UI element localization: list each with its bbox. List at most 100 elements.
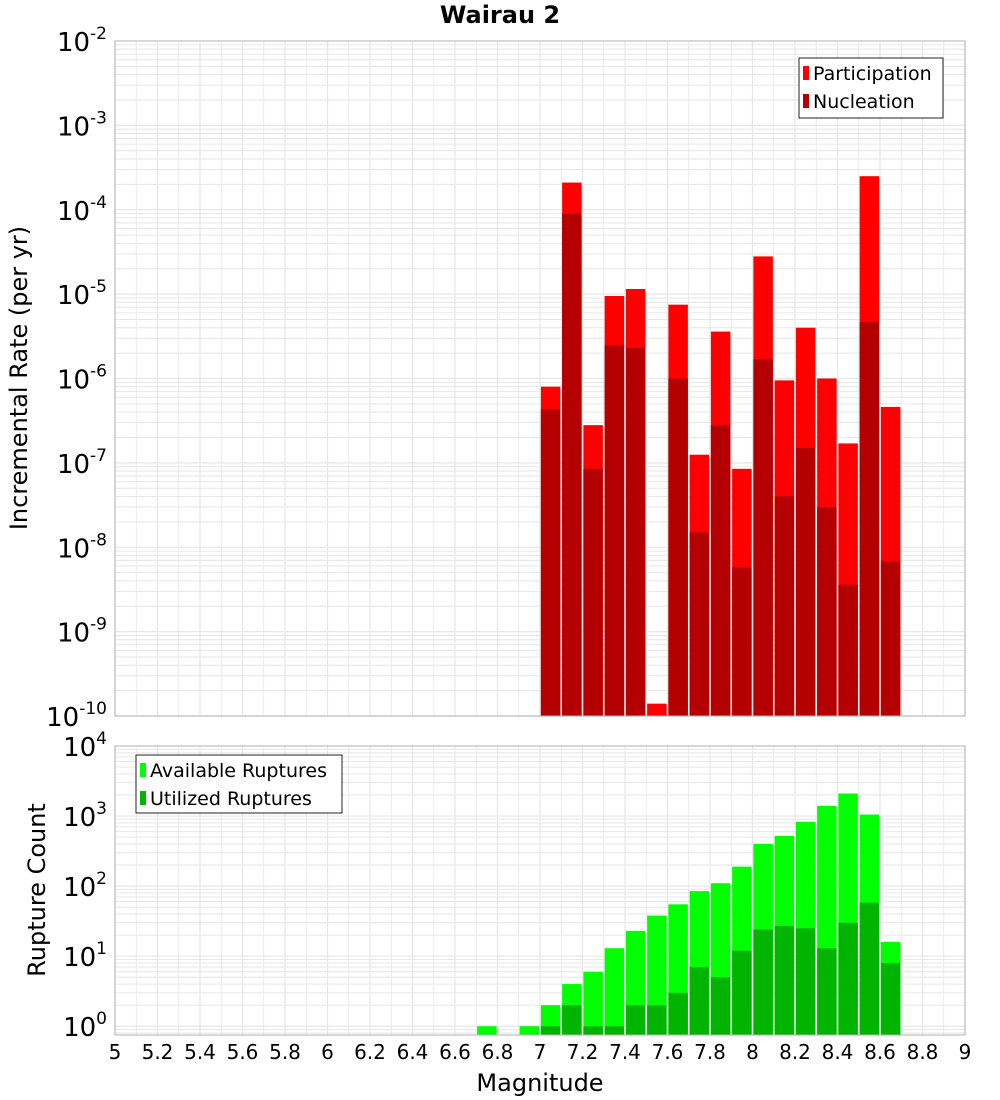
bottom-y-tick-label: 102 bbox=[63, 869, 107, 903]
participation-legend-swatch bbox=[803, 66, 809, 80]
nucleation-bar bbox=[583, 468, 603, 716]
utilized-ruptures-bar bbox=[838, 922, 858, 1035]
nucleation-bar bbox=[859, 321, 880, 716]
x-tick-label: 7.4 bbox=[609, 1040, 641, 1064]
x-tick-label: 6.2 bbox=[354, 1040, 386, 1064]
top-bars bbox=[540, 176, 901, 717]
tick-exponent: -8 bbox=[90, 530, 107, 550]
bottom-y-tick-label: 101 bbox=[63, 939, 107, 973]
tick-exponent: -4 bbox=[90, 193, 107, 213]
tick-exponent: -7 bbox=[90, 446, 107, 466]
nucleation-bar bbox=[817, 506, 837, 716]
bottom-y-tick-label: 100 bbox=[63, 1009, 107, 1043]
tick-base: 10 bbox=[63, 803, 96, 833]
x-tick-label: 5 bbox=[109, 1040, 122, 1064]
x-tick-label: 8.4 bbox=[822, 1040, 854, 1064]
bottom-legend-box bbox=[135, 754, 343, 814]
tick-base: 10 bbox=[57, 450, 90, 480]
top-y-tick-label: 10-7 bbox=[57, 446, 107, 480]
x-tick-label: 5.2 bbox=[142, 1040, 174, 1064]
tick-exponent: -3 bbox=[90, 108, 107, 128]
top-panel: 10-210-310-410-510-610-710-810-910-10 In… bbox=[5, 24, 966, 733]
nucleation-bar bbox=[838, 584, 858, 716]
x-tick-label: 7.6 bbox=[652, 1040, 684, 1064]
top-y-tick-label: 10-4 bbox=[57, 193, 107, 227]
tick-exponent: 0 bbox=[96, 1009, 107, 1029]
utilized-ruptures-bar bbox=[774, 925, 795, 1035]
bottom-plot-frame bbox=[114, 745, 966, 1036]
nucleation-bar bbox=[732, 567, 752, 716]
top-y-tick-label: 10-8 bbox=[57, 530, 107, 564]
nucleation-legend-swatch bbox=[803, 94, 809, 108]
utilized-ruptures-bar bbox=[562, 1005, 582, 1035]
utilized-ruptures-bar bbox=[817, 948, 837, 1035]
tick-base: 10 bbox=[57, 534, 90, 564]
utilized-ruptures-bar bbox=[604, 1026, 625, 1035]
tick-base: 10 bbox=[57, 619, 90, 649]
tick-base: 10 bbox=[63, 1013, 96, 1043]
x-tick-label: 8 bbox=[746, 1040, 759, 1064]
tick-exponent: 3 bbox=[96, 799, 107, 819]
available-legend-label: Available Ruptures bbox=[150, 760, 327, 782]
x-tick-label: 6 bbox=[321, 1040, 334, 1064]
utilized-ruptures-bar bbox=[540, 1026, 561, 1035]
participation-bar bbox=[647, 703, 667, 716]
x-tick-labels: 5 5.2 5.4 5.6 5.8 6 6.2 6.4 6.6 6.8 7 7.2 7.4 7.6 7.8 8… bbox=[109, 1040, 972, 1064]
tick-exponent: 4 bbox=[96, 729, 107, 749]
available-ruptures-bar bbox=[583, 971, 603, 1035]
top-y-tick-label: 10-5 bbox=[57, 277, 107, 311]
x-tick-label: 5.8 bbox=[269, 1040, 301, 1064]
nucleation-bar bbox=[668, 378, 688, 716]
nucleation-bar bbox=[540, 409, 561, 716]
x-tick-label: 8.2 bbox=[779, 1040, 811, 1064]
x-tick-label: 6.6 bbox=[439, 1040, 471, 1064]
utilized-ruptures-bar bbox=[753, 929, 773, 1035]
nucleation-bar bbox=[795, 448, 816, 716]
top-y-tick-label: 10-2 bbox=[57, 24, 107, 58]
tick-base: 10 bbox=[46, 703, 79, 733]
utilized-ruptures-bar bbox=[880, 962, 901, 1035]
tick-base: 10 bbox=[57, 112, 90, 142]
top-grid bbox=[114, 41, 966, 717]
bottom-y-tick-label: 103 bbox=[63, 799, 107, 833]
bottom-bars bbox=[477, 793, 901, 1035]
utilized-legend-label: Utilized Ruptures bbox=[150, 788, 312, 810]
nucleation-bar bbox=[689, 532, 710, 716]
tick-base: 10 bbox=[63, 943, 96, 973]
chart-title: Wairau 2 bbox=[440, 1, 560, 29]
utilized-ruptures-bar bbox=[859, 902, 880, 1035]
x-tick-label: 6.4 bbox=[397, 1040, 429, 1064]
available-ruptures-bar bbox=[519, 1026, 540, 1035]
bottom-legend: Available Ruptures Utilized Ruptures bbox=[135, 754, 343, 814]
nucleation-bar bbox=[562, 213, 582, 717]
nucleation-bar bbox=[625, 347, 646, 716]
top-legend-box bbox=[798, 57, 944, 119]
x-tick-label: 6.8 bbox=[482, 1040, 514, 1064]
tick-base: 10 bbox=[57, 28, 90, 58]
tick-base: 10 bbox=[57, 366, 90, 396]
nucleation-bar bbox=[774, 496, 795, 716]
x-tick-label: 7.2 bbox=[567, 1040, 599, 1064]
tick-exponent: -9 bbox=[90, 615, 107, 635]
x-tick-label: 9 bbox=[959, 1040, 972, 1064]
utilized-ruptures-bar bbox=[732, 950, 752, 1035]
top-y-tick-label: 10-3 bbox=[57, 108, 107, 142]
top-plot-frame bbox=[114, 40, 966, 717]
bottom-y-axis-label: Rupture Count bbox=[23, 803, 51, 977]
top-legend: Participation Nucleation bbox=[798, 57, 944, 119]
utilized-ruptures-bar bbox=[668, 992, 688, 1035]
utilized-ruptures-bar bbox=[795, 928, 816, 1035]
tick-base: 10 bbox=[57, 197, 90, 227]
top-y-axis-label: Incremental Rate (per yr) bbox=[5, 226, 33, 530]
nucleation-legend-label: Nucleation bbox=[813, 91, 915, 113]
tick-exponent: -5 bbox=[90, 277, 107, 297]
nucleation-bar bbox=[753, 359, 773, 716]
x-tick-label: 5.4 bbox=[184, 1040, 216, 1064]
utilized-ruptures-bar bbox=[689, 967, 710, 1035]
tick-exponent: 2 bbox=[96, 869, 107, 889]
x-axis-label: Magnitude bbox=[476, 1069, 603, 1097]
available-ruptures-bar bbox=[647, 915, 667, 1035]
top-y-tick-label: 10-6 bbox=[57, 362, 107, 396]
tick-exponent: -10 bbox=[79, 699, 107, 719]
